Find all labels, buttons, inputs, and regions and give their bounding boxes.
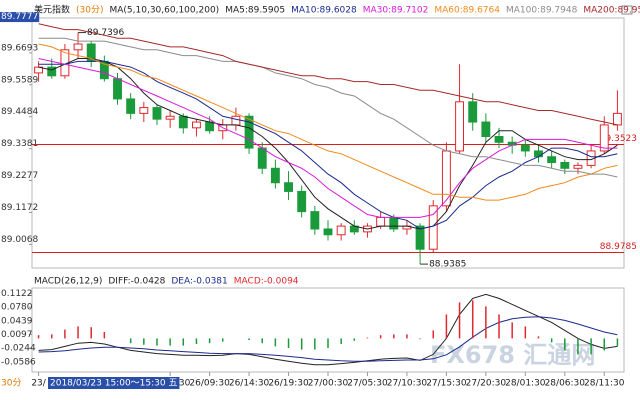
y-tick-label: 89.7777 — [1, 12, 38, 22]
x-tick-label: 28/11:30 — [584, 379, 625, 389]
period-label: (30分) — [76, 5, 103, 16]
ma-line — [38, 37, 618, 178]
x-tick-label: 27/15:30 — [426, 379, 467, 389]
high-label: 89.7396 — [87, 28, 124, 38]
y-tick-label: 89.5589 — [1, 75, 38, 85]
candle-body — [468, 101, 478, 123]
x-tick-label: 23/ — [31, 379, 46, 389]
macd-line — [38, 293, 618, 366]
candle-body — [126, 98, 136, 114]
cursor-time-label: 2018/03/23 15:00～15:30 五 — [50, 379, 177, 389]
reference-label: 88.9785 — [600, 242, 637, 252]
candle-body — [152, 107, 162, 120]
ma-line — [38, 58, 618, 218]
candle-body — [257, 147, 267, 169]
candle-body — [455, 101, 465, 152]
legend-entry: MA30:89.7102 — [363, 6, 429, 16]
macd-title: MACD(26,12,9) — [34, 277, 102, 287]
y-tick-label: 0.0439 — [1, 316, 33, 326]
chart-title: 美元指数 — [34, 4, 70, 16]
candle-body — [389, 216, 399, 230]
x-tick-label: 27/20:30 — [466, 379, 507, 389]
legend-entry: DEA:-0.0381 — [171, 277, 227, 287]
candle-body — [270, 167, 280, 184]
candle-body — [297, 190, 307, 213]
price-panel — [31, 17, 625, 269]
ma-line — [38, 60, 618, 230]
legend-entry: MA10:89.6028 — [291, 6, 357, 16]
candle-body — [284, 182, 293, 192]
x-tick-label: 28/01:30 — [505, 379, 546, 389]
y-tick-label: 89.4484 — [1, 107, 38, 117]
y-tick-label: 89.1172 — [1, 203, 38, 213]
low-label: 88.9385 — [429, 260, 466, 270]
x-tick-label: 27/10:30 — [387, 379, 428, 389]
candle-body — [376, 216, 386, 227]
legend-entry: MA5:89.5905 — [225, 6, 285, 16]
cursor-time-box — [48, 377, 180, 389]
candle-body — [560, 162, 570, 169]
candle-body — [599, 124, 609, 152]
macd-line — [38, 316, 618, 362]
legend-entry: MA200:89.9583 — [583, 6, 640, 16]
candle-body — [336, 225, 346, 236]
y-tick-label: 0.0097 — [1, 330, 33, 340]
candle-body — [139, 107, 149, 114]
candle-body — [323, 228, 333, 236]
x-tick-label: 27/05:30 — [347, 379, 388, 389]
reference-label: 89.3523 — [600, 134, 637, 144]
window-button[interactable] — [621, 5, 633, 15]
legend-entry: MA60:89.6764 — [434, 6, 500, 16]
candle-body — [547, 156, 557, 164]
y-tick-label: 0.0780 — [1, 303, 33, 313]
candle-body — [47, 66, 57, 77]
candle-body — [415, 225, 425, 250]
candle-body — [520, 144, 530, 152]
y-tick-label: 89.3381 — [1, 139, 38, 149]
candle-body — [34, 66, 44, 74]
y-tick-label: 89.2277 — [1, 171, 38, 181]
watermark: FX678 汇通网 — [430, 341, 595, 369]
y-tick-label: 89.6693 — [1, 43, 38, 53]
candle-body — [481, 121, 491, 137]
legend-entry: MACD:-0.0094 — [234, 277, 299, 287]
corner-label: 30分 — [1, 378, 21, 389]
ma-line — [38, 58, 618, 230]
candle-body — [494, 135, 504, 143]
candle-body — [178, 115, 188, 129]
candle-body — [441, 150, 451, 207]
x-tick-label: 26/19:30 — [268, 379, 309, 389]
ma-line — [38, 23, 618, 126]
candle-body — [231, 115, 241, 126]
y-tick-label: -0.0586 — [1, 357, 36, 367]
x-tick-label: 28/06:30 — [545, 379, 586, 389]
x-tick-label: 26/14:30 — [229, 379, 270, 389]
y-tick-label: 0.1122 — [1, 289, 33, 299]
cursor-price-box — [0, 12, 40, 23]
legend-entry: DIFF:-0.0428 — [108, 277, 165, 287]
candle-body — [573, 164, 583, 169]
candle-body — [428, 205, 438, 250]
candle-body — [73, 43, 83, 51]
ma-title: MA(5,10,30,60,100,200) — [110, 6, 220, 16]
candle-body — [191, 121, 201, 129]
candle-body — [165, 115, 175, 120]
y-tick-label: 89.0068 — [1, 235, 38, 245]
candle-body — [310, 211, 320, 230]
legend-entry: MA100:89.7948 — [506, 6, 578, 16]
candle-body — [244, 115, 254, 149]
candle-body — [534, 150, 543, 158]
x-tick-label: 26/09:30 — [189, 379, 230, 389]
candle-body — [113, 78, 122, 100]
candle-body — [612, 112, 622, 126]
candle-body — [205, 121, 215, 132]
y-tick-label: -0.0244 — [1, 344, 36, 354]
x-tick-label: 27/00:30 — [308, 379, 349, 389]
ma-line — [38, 43, 618, 201]
